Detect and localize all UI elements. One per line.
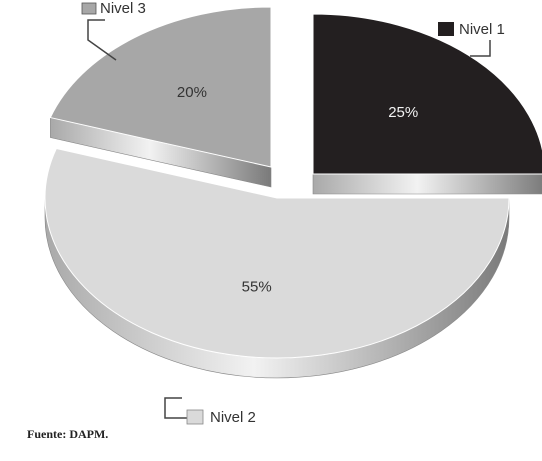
- data-label-nivel-2: 55%: [242, 278, 272, 295]
- legend-label-nivel-3: Nivel 3: [100, 0, 146, 17]
- data-label-nivel-1: 25%: [388, 104, 418, 121]
- legend-swatch-nivel-1: [438, 22, 454, 36]
- data-label-nivel-3: 20%: [177, 84, 207, 101]
- nivel-1-leader-line: [470, 40, 491, 57]
- slice-nivel-3: [49, 6, 272, 168]
- legend-label-nivel-2: Nivel 2: [210, 409, 256, 426]
- slice-cut-face-nivel-1: [312, 173, 542, 195]
- legend-callouts: Nivel 3 Nivel 1 Nivel 2: [81, 0, 505, 426]
- legend-swatch-nivel-3: [81, 2, 97, 15]
- slice-nivel-1: [312, 13, 542, 175]
- nivel-3-leader-line: [87, 19, 117, 61]
- legend-swatch-nivel-2: [186, 409, 204, 425]
- nivel-2-leader-line: [164, 397, 198, 419]
- legend-label-nivel-1: Nivel 1: [459, 21, 505, 38]
- source-note: Fuente: DAPM.: [27, 427, 109, 441]
- slice-nivel-2: [44, 147, 510, 359]
